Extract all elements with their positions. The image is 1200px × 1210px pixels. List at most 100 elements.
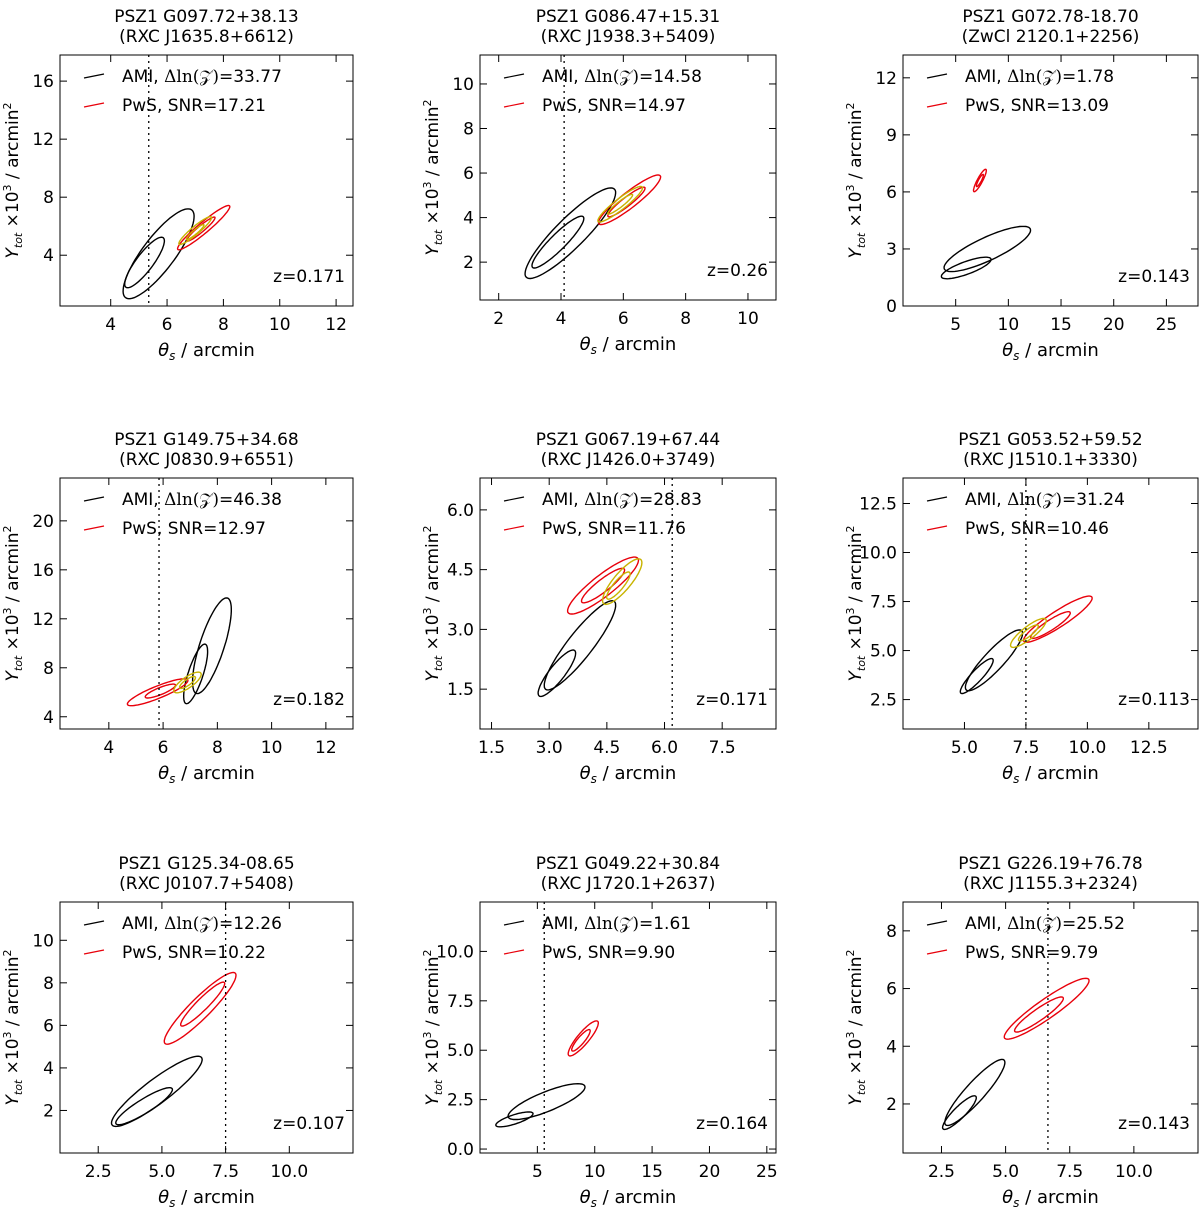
y-tick-label: 7.5 [447,992,474,1012]
x-tick-label: 15 [1050,315,1072,335]
axes-frame [479,54,777,301]
y-tick-label: 4 [43,1059,54,1079]
contour-group [537,556,643,698]
panel-1: PSZ1 G097.72+38.13(RXC J1635.8+6612) 4 6 8 1… [1,7,354,363]
legend: AMI, Δln(𝒵)=31.24 PwS, SNR=10.46 [926,490,1125,539]
ami-contour [182,643,209,705]
y-tick-label: 0.0 [447,1140,474,1160]
ami-contour [531,215,585,269]
xray-contour [173,671,202,694]
legend-pws-label: PwS, SNR=14.97 [542,96,686,116]
panel-subtitle: (RXC J1720.1+2637) [541,874,716,894]
panel-subtitle: (RXC J1426.0+3749) [541,450,716,470]
y-tick-label: 3.0 [447,620,474,640]
x-tick-label: 10 [261,738,283,758]
x-tick-label: 7.5 [1012,738,1039,758]
x-axis-label: θs / arcmin [158,340,255,363]
panel-title: PSZ1 G125.34-08.65 [118,854,294,874]
legend-pws-swatch [83,102,105,108]
xray-contour [606,571,631,600]
legend-ami-swatch [83,73,105,79]
legend: AMI, Δln(𝒵)=12.26 PwS, SNR=10.22 [83,914,282,963]
xray-contour [178,215,213,246]
x-tick-label: 6 [158,738,169,758]
y-tick-label: 8 [463,120,474,140]
legend-ami-label: AMI, Δln(𝒵)=28.83 [542,490,702,510]
legend-ami-label: AMI, Δln(𝒵)=25.52 [965,914,1125,934]
svg-text:Ytot ×103 / arcmin2: Ytot ×103 / arcmin2 [844,949,868,1105]
svg-text:Ytot ×103 / arcmin2: Ytot ×103 / arcmin2 [844,102,868,258]
y-axis-label: Ytot ×103 / arcmin2 [421,949,445,1105]
ami-contour [191,597,233,695]
pws-contour [126,678,189,707]
y-tick-label: 4 [463,209,474,229]
panel-7: PSZ1 G125.34-08.65(RXC J0107.7+5408) 2.5 5… [1,854,354,1210]
x-axis-label: θs / arcmin [580,763,677,786]
y-tick-label: 4 [43,246,54,266]
legend-pws-swatch [83,949,105,955]
pws-contour [597,174,662,226]
panel-2: PSZ1 G086.47+15.31(RXC J1938.3+5409) 2 4 6 8… [421,7,777,357]
x-tick-label: 8 [680,309,691,329]
y-tick-label: 12.5 [859,494,897,514]
ami-contour [941,1095,978,1131]
legend-ami-swatch [926,920,948,926]
y-tick-label: 2 [463,253,474,273]
y-tick-label: 4 [886,1037,897,1057]
legend-pws-label: PwS, SNR=9.90 [542,943,675,963]
svg-text:Ytot ×103 / arcmin2: Ytot ×103 / arcmin2 [421,525,445,681]
redshift-label: z=0.113 [1118,690,1190,710]
x-tick-label: 1.5 [478,738,505,758]
pws-contour [163,971,237,1045]
legend-pws-label: PwS, SNR=11.76 [542,519,686,539]
xray-contour [1009,617,1047,649]
y-tick-label: 3 [886,240,897,260]
ami-contour [123,236,166,289]
y-tick-label: 10.0 [436,942,474,962]
legend-pws-swatch [503,102,525,108]
x-tick-label: 8 [212,738,223,758]
x-tick-label: 10 [269,315,291,335]
legend: AMI, Δln(𝒵)=28.83 PwS, SNR=11.76 [503,490,702,539]
contour-group [524,174,662,280]
ami-contour [524,187,617,280]
y-tick-label: 5.0 [870,642,897,662]
panel-title: PSZ1 G072.78-18.70 [962,7,1138,27]
ami-contour [110,1055,203,1128]
axes-frame [902,477,1199,730]
redshift-label: z=0.143 [1118,1114,1190,1134]
y-axis-label: Ytot ×103 / arcmin2 [844,949,868,1105]
legend-ami-swatch [83,920,105,926]
y-axis-label: Ytot ×103 / arcmin2 [1,102,25,258]
panel-title: PSZ1 G097.72+38.13 [114,7,298,27]
contour-group [941,977,1090,1131]
x-axis-label: θs / arcmin [1002,1187,1099,1210]
redshift-label: z=0.164 [696,1114,768,1134]
y-tick-label: 10 [452,75,474,95]
ami-contour [964,629,1024,692]
xray-contour [1017,624,1040,642]
x-tick-label: 10 [998,315,1020,335]
panel-title: PSZ1 G067.19+67.44 [536,430,720,450]
axes-frame [479,477,777,730]
ami-contour [943,225,1032,273]
x-tick-label: 8 [218,315,229,335]
xray-contour [607,193,634,215]
x-tick-label: 12 [325,315,347,335]
pws-contour [972,168,987,193]
contour-group [959,595,1093,695]
x-tick-label: 6 [618,309,629,329]
legend-ami-label: AMI, Δln(𝒵)=31.24 [965,490,1125,510]
x-tick-label: 10.0 [270,1162,308,1182]
y-tick-label: 8 [43,188,54,208]
panel-3: PSZ1 G072.78-18.70(ZwCl 2120.1+2256) 5 10 1… [844,7,1199,363]
redshift-label: z=0.143 [1118,267,1190,287]
pws-contour [1013,996,1065,1033]
x-tick-label: 12 [315,738,337,758]
ami-contour [537,649,577,698]
x-tick-label: 7.5 [1056,1162,1083,1182]
panel-subtitle: (ZwCl 2120.1+2256) [962,27,1140,47]
x-axis-label: θs / arcmin [580,1187,677,1210]
pws-contour [1022,595,1093,644]
